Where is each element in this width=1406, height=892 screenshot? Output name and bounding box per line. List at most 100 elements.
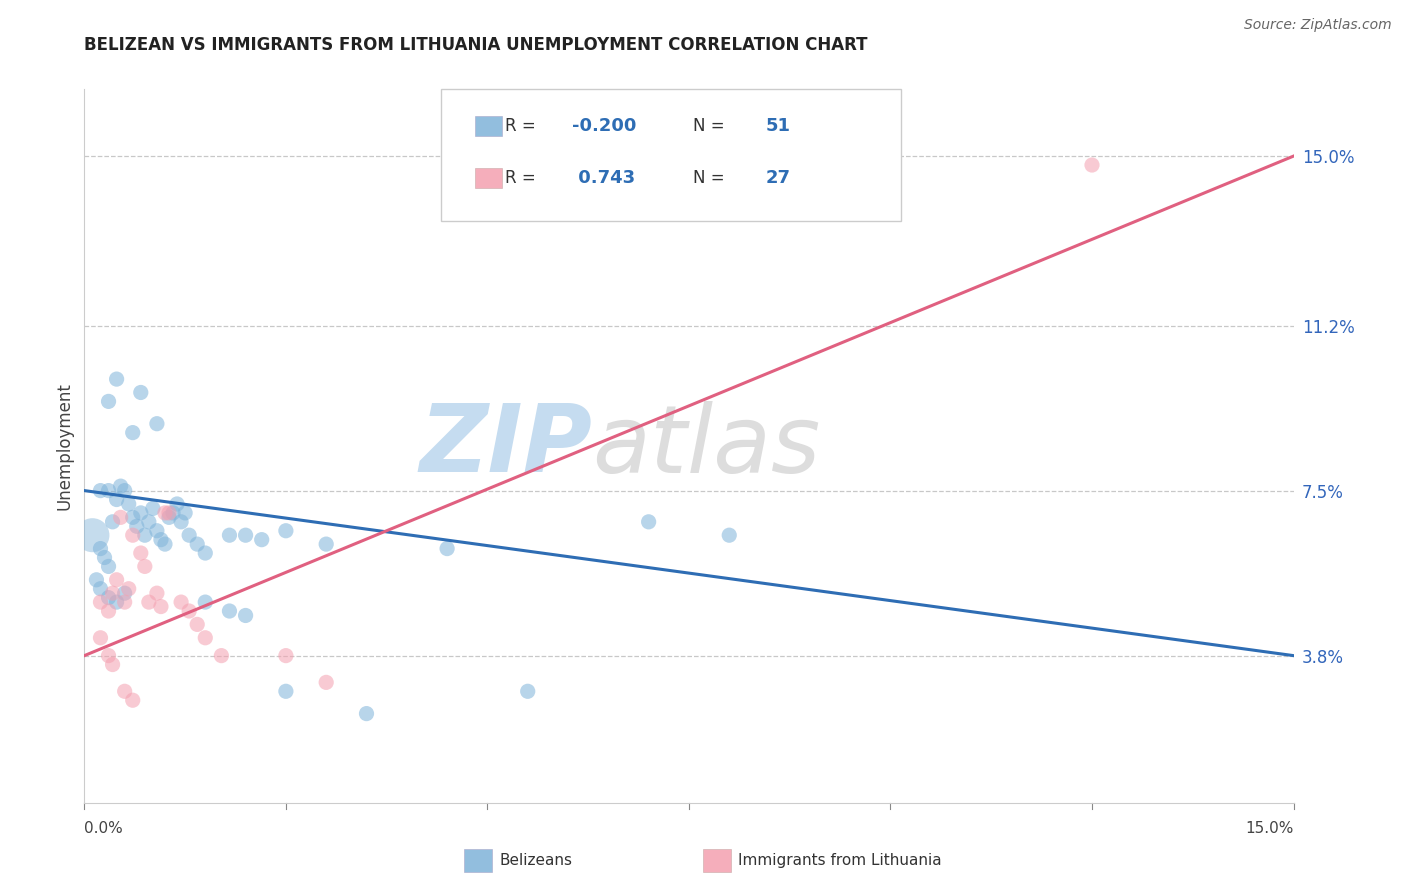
Point [157, 506, 180, 520]
Point [89, 582, 111, 596]
Point [110, 510, 132, 524]
Text: 0.0%: 0.0% [84, 821, 124, 836]
Point [170, 595, 193, 609]
Point [101, 657, 124, 672]
Point [436, 541, 458, 556]
Point [235, 608, 257, 623]
Point [153, 537, 176, 551]
Point [93, 550, 115, 565]
Point [186, 617, 208, 632]
Point [114, 586, 136, 600]
Text: Belizeans: Belizeans [499, 854, 572, 868]
Point [1081, 158, 1104, 172]
Point [114, 595, 136, 609]
Point [101, 586, 124, 600]
Text: 0.743: 0.743 [572, 169, 636, 187]
Text: -0.200: -0.200 [572, 118, 637, 136]
Point [110, 479, 132, 493]
Point [105, 372, 128, 386]
Text: Source: ZipAtlas.com: Source: ZipAtlas.com [1244, 18, 1392, 32]
Point [129, 546, 152, 560]
Point [194, 595, 217, 609]
Point [89, 483, 111, 498]
Text: BELIZEAN VS IMMIGRANTS FROM LITHUANIA UNEMPLOYMENT CORRELATION CHART: BELIZEAN VS IMMIGRANTS FROM LITHUANIA UN… [84, 36, 868, 54]
Point [105, 573, 128, 587]
FancyBboxPatch shape [441, 89, 901, 221]
Point [121, 425, 143, 440]
Point [129, 385, 152, 400]
Point [125, 519, 148, 533]
Point [194, 546, 217, 560]
Point [718, 528, 741, 542]
Text: R =: R = [505, 169, 541, 187]
Point [218, 528, 240, 542]
Text: 15.0%: 15.0% [1246, 821, 1294, 836]
Point [101, 515, 124, 529]
Point [149, 599, 172, 614]
Point [134, 559, 156, 574]
Point [170, 515, 193, 529]
Point [114, 483, 136, 498]
Point [194, 631, 217, 645]
Point [97, 394, 120, 409]
Point [89, 541, 111, 556]
Point [118, 582, 141, 596]
Point [138, 595, 160, 609]
Point [153, 506, 176, 520]
Text: N =: N = [693, 118, 730, 136]
Point [89, 595, 111, 609]
Point [209, 648, 232, 663]
Point [97, 604, 120, 618]
Point [129, 506, 152, 520]
Point [105, 492, 128, 507]
Point [186, 537, 208, 551]
Point [86, 573, 108, 587]
Point [250, 533, 273, 547]
Point [274, 648, 297, 663]
Point [146, 417, 169, 431]
Text: 51: 51 [765, 118, 790, 136]
Point [356, 706, 378, 721]
Text: R =: R = [505, 118, 541, 136]
Point [315, 675, 337, 690]
FancyBboxPatch shape [475, 169, 502, 188]
Point [637, 515, 659, 529]
Point [218, 604, 240, 618]
Point [134, 528, 156, 542]
Point [146, 586, 169, 600]
Text: Immigrants from Lithuania: Immigrants from Lithuania [738, 854, 942, 868]
Point [315, 537, 337, 551]
Point [157, 510, 180, 524]
Point [162, 506, 184, 520]
Y-axis label: Unemployment: Unemployment [55, 382, 73, 510]
Point [149, 533, 172, 547]
Point [121, 528, 143, 542]
Point [89, 631, 111, 645]
Point [142, 501, 165, 516]
Point [97, 483, 120, 498]
Point [166, 497, 188, 511]
Point [274, 524, 297, 538]
Point [114, 684, 136, 698]
Point [82, 528, 104, 542]
Point [516, 684, 538, 698]
Point [274, 684, 297, 698]
Text: 27: 27 [765, 169, 790, 187]
Point [97, 648, 120, 663]
Point [138, 515, 160, 529]
Point [146, 524, 169, 538]
Text: ZIP: ZIP [419, 400, 592, 492]
Point [121, 693, 143, 707]
Point [105, 595, 128, 609]
Point [121, 510, 143, 524]
FancyBboxPatch shape [475, 116, 502, 136]
Point [97, 591, 120, 605]
Text: N =: N = [693, 169, 730, 187]
Point [179, 604, 201, 618]
Point [97, 559, 120, 574]
Text: atlas: atlas [592, 401, 821, 491]
Point [174, 506, 197, 520]
Point [118, 497, 141, 511]
Point [235, 528, 257, 542]
Point [179, 528, 201, 542]
